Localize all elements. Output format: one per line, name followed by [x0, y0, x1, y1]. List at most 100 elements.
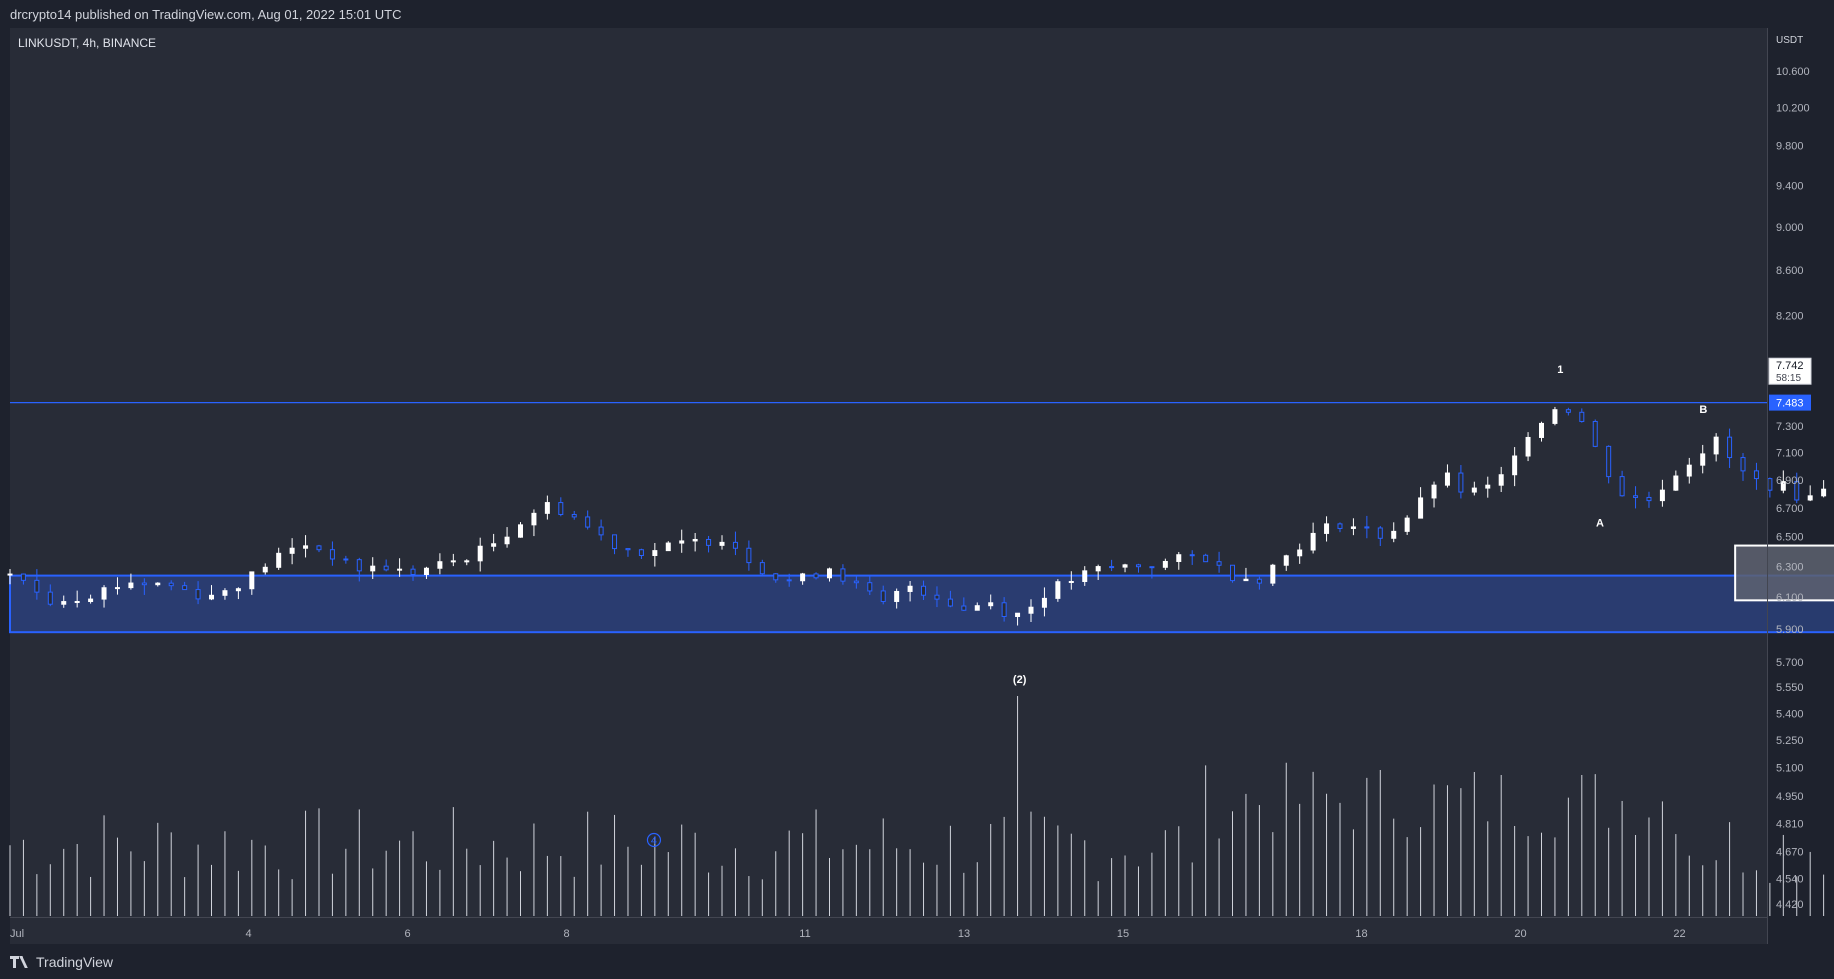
candle-body: [61, 601, 67, 605]
candles-layer: [7, 406, 1827, 626]
candle-body: [410, 568, 416, 576]
candle-body: [423, 567, 429, 576]
candle-body: [289, 547, 295, 554]
candle-body: [168, 582, 174, 587]
candle-body: [1767, 478, 1773, 491]
candle-body: [209, 594, 215, 600]
candle-body: [773, 573, 779, 581]
time-tick-label: 11: [799, 928, 810, 940]
candle-body: [1243, 578, 1249, 582]
price-axis-layer: USDT 10.600 10.200 9.800 9.400 9.000 8.600 8.20…: [1768, 35, 1812, 911]
candle-body: [20, 573, 26, 581]
candle-body: [800, 573, 806, 582]
candle-body: [947, 598, 953, 607]
candle-body: [1391, 530, 1397, 539]
time-tick-label: 22: [1673, 928, 1685, 940]
candle-body: [7, 573, 13, 576]
candle-body: [114, 587, 120, 590]
candle-body: [1740, 457, 1746, 472]
footer-bar: [0, 944, 1834, 979]
volume-layer: 4: [9, 696, 1825, 916]
candle-body: [625, 548, 631, 551]
candle-body: [1565, 409, 1571, 413]
candle-body: [679, 540, 685, 544]
price-tick-label: 8.600: [1776, 265, 1804, 277]
demand-zone-blue: [9, 574, 1834, 634]
candle-body: [1122, 564, 1128, 568]
candle-body: [1230, 564, 1236, 582]
candle-body: [826, 568, 832, 579]
volume-marker-circle: [646, 832, 662, 848]
candle-body: [571, 513, 577, 518]
candle-body: [1444, 472, 1450, 486]
candle-body: [544, 502, 550, 514]
candle-body: [934, 594, 940, 600]
candle-body: [531, 512, 537, 526]
wave-label: 1: [1557, 364, 1563, 376]
price-tick-label: 4.420: [1776, 899, 1804, 911]
level-price-value: 7.483: [1776, 398, 1804, 410]
candle-body: [961, 605, 967, 611]
candle-body: [464, 560, 470, 563]
candle-body: [1673, 475, 1679, 491]
candle-body: [612, 534, 618, 550]
time-tick-label: 6: [404, 928, 410, 940]
candle-body: [1794, 481, 1800, 501]
candle-body: [1498, 474, 1504, 486]
symbol-legend[interactable]: LINKUSDT, 4h, BINANCE: [18, 36, 157, 50]
price-tick-label: 9.400: [1776, 180, 1804, 192]
candle-body: [880, 590, 886, 602]
price-tick-label: 4.540: [1776, 873, 1804, 885]
candle-body: [1055, 581, 1061, 599]
candle-body: [343, 558, 349, 561]
last-price-box: [1768, 357, 1812, 385]
candle-body: [894, 590, 900, 602]
candle-body: [1404, 517, 1410, 532]
candle-body: [47, 591, 53, 605]
candle-body: [262, 566, 268, 573]
candle-body: [1780, 481, 1786, 491]
tradingview-brand[interactable]: TradingView: [10, 954, 113, 970]
candle-body: [182, 585, 188, 591]
candle-body: [1364, 526, 1370, 529]
time-tick-label: Jul: [10, 928, 24, 940]
candle-body: [1633, 495, 1639, 498]
publish-bar: drcrypto14 published on TradingView.com,…: [0, 0, 1834, 28]
candle-body: [1471, 487, 1477, 493]
time-tick-label: 15: [1117, 928, 1129, 940]
candle-body: [1028, 606, 1034, 614]
candle-body: [1539, 422, 1545, 438]
candle-body: [1807, 495, 1813, 501]
candle-body: [1485, 484, 1491, 489]
candle-body: [491, 543, 497, 547]
candle-body: [1512, 455, 1518, 476]
candle-body: [370, 565, 376, 572]
candle-body: [101, 587, 107, 600]
candle-body: [155, 582, 161, 586]
candle-body: [504, 536, 510, 545]
candle-body: [585, 516, 591, 528]
support-zone-white: [1734, 544, 1834, 602]
candle-body: [1646, 496, 1652, 502]
price-tick-label: 6.300: [1776, 561, 1804, 573]
candle-body: [786, 579, 792, 582]
candle-body: [1713, 436, 1719, 455]
candle-body: [719, 541, 725, 546]
candle-body: [1659, 489, 1665, 502]
candle-body: [1606, 445, 1612, 478]
candle-body: [397, 568, 403, 571]
candle-body: [235, 588, 241, 592]
candle-body: [1297, 549, 1303, 557]
candle-body: [1015, 612, 1021, 617]
time-tick-label: 4: [245, 928, 251, 940]
candle-body: [1592, 420, 1598, 447]
time-tick-label: 8: [563, 928, 569, 940]
candle-body: [1753, 470, 1759, 480]
candle-body: [867, 582, 873, 592]
price-tick-label: 5.700: [1776, 657, 1804, 669]
time-tick-label: 18: [1355, 928, 1367, 940]
tradingview-logo-icon: [10, 955, 30, 969]
candle-body: [276, 552, 282, 568]
candle-body: [1700, 453, 1706, 466]
